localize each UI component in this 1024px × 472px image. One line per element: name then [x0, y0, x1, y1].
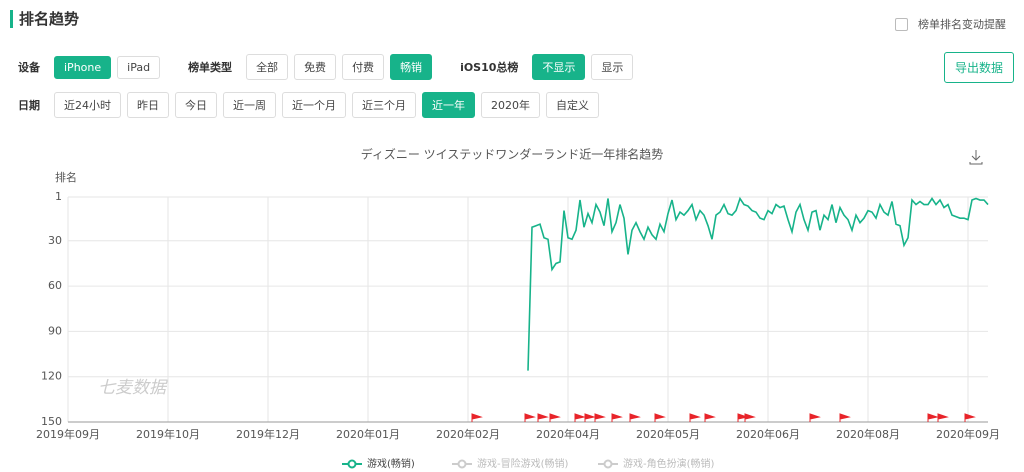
event-flag[interactable]: [744, 413, 756, 422]
filter-button[interactable]: 免费: [294, 54, 337, 80]
y-tick-label: 150: [41, 415, 62, 428]
filter-button[interactable]: 2020年: [481, 92, 540, 118]
filter-label: 榜单类型: [188, 61, 233, 74]
filter-button[interactable]: 畅销: [390, 54, 433, 80]
filter-button[interactable]: iPhone: [54, 55, 112, 79]
event-flag[interactable]: [964, 413, 976, 422]
x-tick-label: 2020年05月: [636, 427, 700, 441]
event-flag[interactable]: [839, 413, 851, 422]
filter-label: iOS10总榜: [460, 61, 519, 74]
event-flag[interactable]: [524, 413, 536, 422]
x-tick-label: 2019年09月: [36, 427, 100, 441]
line: [527, 196, 989, 371]
filter-button[interactable]: 近一个月: [282, 92, 346, 118]
filter-button[interactable]: 显示: [591, 54, 634, 80]
event-flag[interactable]: [611, 413, 623, 422]
y-axis-label: 排名: [55, 170, 77, 184]
filter-button[interactable]: iPad: [117, 55, 161, 79]
filter-button[interactable]: 全部: [246, 54, 289, 80]
event-flag[interactable]: [809, 413, 821, 422]
event-flag[interactable]: [584, 413, 596, 422]
event-flag[interactable]: [574, 413, 586, 422]
event-flag[interactable]: [537, 413, 549, 422]
filter-button[interactable]: 近一周: [223, 92, 276, 118]
legend-label[interactable]: 游戏-冒险游戏(畅销): [477, 457, 569, 470]
x-tick-label: 2020年09月: [936, 427, 1000, 441]
section-title: 排名趋势: [10, 10, 79, 28]
event-flag[interactable]: [737, 413, 749, 422]
x-tick-label: 2020年02月: [436, 427, 500, 441]
legend-label[interactable]: 游戏-角色扮演(畅销): [623, 457, 715, 470]
y-tick-label: 30: [48, 234, 62, 247]
filter-button[interactable]: 昨日: [127, 92, 169, 118]
legend-dot[interactable]: [457, 459, 467, 469]
filter-button[interactable]: 今日: [175, 92, 217, 118]
filter-label: 日期: [18, 99, 40, 112]
event-flag[interactable]: [549, 413, 561, 422]
filter-button[interactable]: 近24小时: [54, 92, 121, 118]
x-tick-label: 2020年08月: [836, 427, 900, 441]
event-flag[interactable]: [937, 413, 949, 422]
filter-label: 设备: [18, 61, 40, 74]
event-flag[interactable]: [654, 413, 666, 422]
filter-button[interactable]: 不显示: [532, 54, 586, 80]
y-tick-label: 120: [41, 370, 62, 383]
filter-button[interactable]: 付费: [342, 54, 385, 80]
filter-row: 日期 近24小时 昨日 今日 近一周 近一个月 近三个月 近一年 2020年 自定义: [18, 92, 599, 118]
event-flag[interactable]: [594, 413, 606, 422]
filter-button[interactable]: 近一年: [422, 92, 475, 118]
event-flag[interactable]: [927, 413, 939, 422]
x-tick-label: 2020年04月: [536, 427, 600, 441]
x-tick-label: 2019年12月: [236, 427, 300, 441]
checkbox[interactable]: [895, 17, 908, 31]
chart-title: ディズニー ツイステッドワンダーランド近一年排名趋势: [361, 147, 664, 162]
legend-label[interactable]: 游戏(畅销): [367, 457, 415, 470]
x-tick-label: 2020年01月: [336, 427, 400, 441]
y-tick-label: 1: [55, 190, 62, 203]
filter-button[interactable]: 自定义: [546, 92, 599, 118]
filter-row: 设备 iPhone iPad 榜单类型 全部 免费 付费 畅销 iOS10总榜 不显示 显示: [18, 54, 634, 80]
y-tick-label: 60: [48, 279, 62, 292]
event-flag[interactable]: [704, 413, 716, 422]
export-button[interactable]: 导出数据: [943, 52, 1014, 83]
download-icon[interactable]: [969, 150, 983, 165]
reminder[interactable]: 榜单排名变动提醒: [895, 16, 1006, 32]
watermark: 七麦数据: [98, 378, 169, 398]
y-tick-label: 90: [48, 324, 62, 337]
reminder-text: 榜单排名变动提醒: [918, 18, 1006, 31]
event-flag[interactable]: [471, 413, 483, 422]
legend-dot[interactable]: [603, 459, 613, 469]
x-tick-label: 2019年10月: [136, 427, 200, 441]
event-flag[interactable]: [689, 413, 701, 422]
x-tick-label: 2020年06月: [736, 427, 800, 441]
filter-button[interactable]: 近三个月: [352, 92, 416, 118]
event-flag[interactable]: [629, 413, 641, 422]
export-text: 导出数据: [954, 61, 1003, 75]
legend-dot[interactable]: [347, 459, 357, 469]
